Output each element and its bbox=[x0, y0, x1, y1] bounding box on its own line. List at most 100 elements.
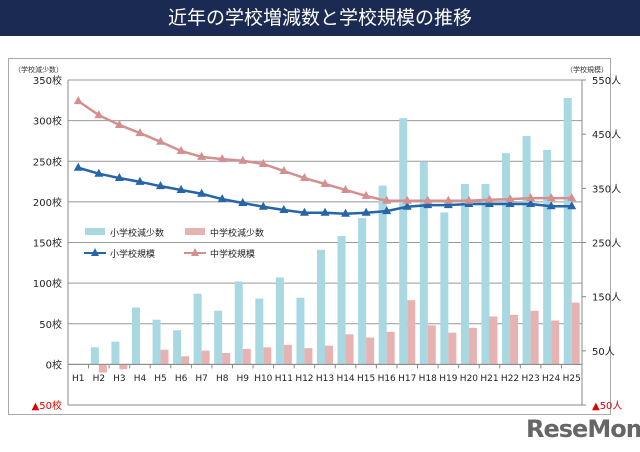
point-marker bbox=[217, 154, 227, 163]
point-marker bbox=[299, 207, 309, 216]
legend-label: 中学校規模 bbox=[210, 248, 255, 260]
legend-swatch bbox=[185, 228, 205, 235]
point-marker bbox=[320, 179, 330, 187]
bar-junior-H23 bbox=[530, 310, 539, 365]
x-tick-label: H15 bbox=[357, 374, 375, 384]
x-tick-label: H3 bbox=[113, 374, 126, 384]
bar-junior-H6 bbox=[181, 356, 190, 365]
bar-elementary-H8 bbox=[214, 310, 223, 365]
x-tick-label: H12 bbox=[295, 374, 313, 384]
point-marker bbox=[361, 207, 371, 216]
point-marker bbox=[567, 201, 577, 210]
x-tick-label: H17 bbox=[398, 374, 416, 384]
point-marker bbox=[176, 184, 186, 193]
point-marker bbox=[546, 193, 556, 202]
point-marker bbox=[526, 193, 536, 202]
left-tick-label: 300校 bbox=[33, 115, 62, 128]
x-tick-label: H4 bbox=[134, 374, 147, 384]
point-marker bbox=[546, 201, 556, 210]
point-marker bbox=[114, 173, 124, 182]
x-tick-label: H10 bbox=[254, 374, 272, 384]
x-tick-label: H1 bbox=[72, 374, 85, 384]
legend-marker bbox=[191, 248, 199, 256]
point-marker bbox=[73, 162, 83, 171]
left-tick-label: 200校 bbox=[33, 196, 62, 209]
point-marker bbox=[505, 199, 515, 208]
bar-elementary-H14 bbox=[337, 236, 346, 365]
point-marker bbox=[73, 96, 83, 105]
x-tick-label: H13 bbox=[316, 374, 334, 384]
point-marker bbox=[341, 208, 351, 217]
x-tick-label: H23 bbox=[521, 374, 539, 384]
x-tick-label: H2 bbox=[93, 374, 106, 384]
point-marker bbox=[505, 194, 515, 203]
bar-junior-H17 bbox=[407, 300, 416, 365]
point-marker bbox=[402, 201, 412, 210]
bar-elementary-H2 bbox=[90, 347, 99, 365]
bar-elementary-H25 bbox=[563, 97, 572, 365]
x-tick-label: H7 bbox=[195, 374, 208, 384]
point-marker bbox=[94, 168, 104, 177]
bar-elementary-H11 bbox=[275, 277, 284, 365]
x-tick-label: H14 bbox=[336, 374, 354, 384]
point-marker bbox=[423, 200, 433, 209]
point-marker bbox=[382, 195, 392, 204]
bar-junior-H18 bbox=[427, 325, 436, 365]
bar-junior-H22 bbox=[510, 314, 519, 365]
x-tick-label: H5 bbox=[154, 374, 167, 384]
right-tick-label: 250人 bbox=[592, 238, 621, 250]
point-marker bbox=[258, 158, 268, 167]
bar-elementary-H22 bbox=[502, 153, 511, 365]
bar-elementary-H10 bbox=[255, 298, 264, 365]
bar-elementary-H15 bbox=[358, 218, 367, 365]
left-tick-label: ▲50校 bbox=[32, 399, 62, 412]
bar-elementary-H13 bbox=[317, 249, 325, 365]
bar-elementary-H5 bbox=[152, 319, 161, 365]
legend-label: 小学校減少数 bbox=[110, 227, 164, 239]
point-marker bbox=[197, 151, 207, 160]
right-tick-label: 50人 bbox=[592, 346, 615, 358]
bar-elementary-H18 bbox=[419, 162, 428, 365]
point-marker bbox=[114, 119, 124, 128]
bar-elementary-H23 bbox=[522, 136, 531, 365]
point-marker bbox=[567, 193, 577, 202]
left-tick-label: 0校 bbox=[46, 358, 62, 371]
point-marker bbox=[341, 184, 351, 193]
point-marker bbox=[217, 194, 227, 203]
point-marker bbox=[258, 201, 268, 210]
bar-junior-H2 bbox=[98, 364, 107, 373]
legend-marker bbox=[91, 248, 99, 256]
legend-swatch bbox=[85, 228, 105, 235]
bar-elementary-H21 bbox=[481, 184, 490, 365]
x-tick-label: H24 bbox=[542, 374, 560, 384]
right-tick-label: 550人 bbox=[592, 75, 621, 87]
x-tick-label: H9 bbox=[237, 374, 250, 384]
bar-elementary-H3 bbox=[111, 341, 120, 365]
bar-junior-H20 bbox=[468, 327, 477, 365]
bar-junior-H13 bbox=[325, 345, 333, 365]
point-marker bbox=[484, 199, 494, 208]
left-tick-label: 350校 bbox=[33, 74, 62, 87]
bar-junior-H8 bbox=[222, 353, 231, 365]
point-marker bbox=[464, 195, 474, 204]
bar-junior-H25 bbox=[571, 302, 580, 365]
bar-junior-H9 bbox=[242, 348, 251, 365]
point-marker bbox=[176, 145, 186, 154]
bar-elementary-H4 bbox=[131, 307, 140, 365]
right-tick-label: 450人 bbox=[592, 129, 621, 141]
point-marker bbox=[279, 205, 289, 213]
bar-junior-H21 bbox=[489, 316, 498, 365]
x-tick-label: H8 bbox=[216, 374, 229, 384]
bar-elementary-H20 bbox=[460, 184, 469, 365]
resemom-logo: ReseMom bbox=[526, 415, 640, 443]
chart-frame bbox=[8, 58, 611, 415]
point-marker bbox=[238, 197, 248, 206]
right-tick-label: ▲50人 bbox=[592, 400, 622, 412]
bar-elementary-H9 bbox=[234, 281, 243, 365]
point-marker bbox=[382, 206, 392, 215]
bar-junior-H12 bbox=[304, 348, 313, 365]
right-tick-label: 150人 bbox=[592, 292, 621, 304]
left-axis-label: （学校減少数） bbox=[14, 65, 63, 74]
x-tick-label: H21 bbox=[480, 374, 498, 384]
